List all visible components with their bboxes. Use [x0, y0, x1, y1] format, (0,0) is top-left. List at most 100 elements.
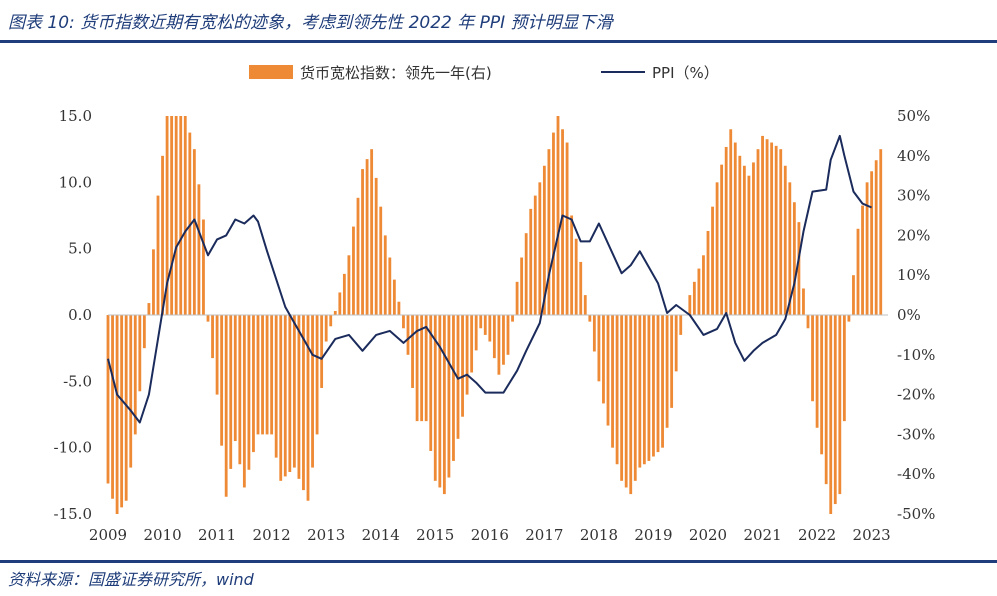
- bar: [397, 301, 401, 315]
- left-axis-ticks: 15.0 10.0 5.0 0.0 -5.0 -10.0 -15.0: [54, 107, 92, 523]
- x-tick-label: 2015: [416, 526, 454, 544]
- bar: [838, 315, 842, 495]
- bar: [133, 315, 137, 435]
- bar: [115, 315, 119, 514]
- bar: [347, 255, 351, 315]
- right-tick-label: -40%: [897, 465, 935, 483]
- bar: [156, 195, 160, 315]
- bar: [165, 116, 169, 315]
- right-axis-ticks: 50% 40% 30% 20% 10% 0% -10% -20% -30% -40% -50%: [897, 107, 935, 523]
- bar: [392, 279, 396, 315]
- legend-label-bar: 货币宽松指数：领先一年(右): [300, 64, 492, 82]
- bar: [324, 315, 328, 342]
- ppi-line: [107, 134, 872, 424]
- right-tick-label: -10%: [897, 346, 935, 364]
- bar: [570, 215, 574, 315]
- bar: [192, 149, 196, 315]
- bar: [542, 165, 546, 315]
- bar: [656, 315, 660, 453]
- bar: [238, 315, 242, 465]
- right-tick-label: 40%: [897, 147, 930, 165]
- bar: [652, 315, 655, 457]
- bar: [679, 315, 683, 335]
- bar: [215, 315, 219, 395]
- bar: [338, 292, 342, 315]
- bar: [333, 311, 337, 315]
- bar: [702, 255, 705, 315]
- bar: [488, 315, 492, 342]
- bar: [715, 182, 719, 315]
- bar: [729, 129, 733, 315]
- bar: [329, 315, 333, 327]
- left-tick-label: 5.0: [68, 240, 92, 258]
- bar: [561, 129, 564, 315]
- bar: [220, 315, 224, 446]
- bar: [670, 315, 674, 408]
- line-series: [107, 134, 872, 424]
- bar: [865, 182, 869, 315]
- x-tick-label: 2013: [307, 526, 345, 544]
- left-tick-label: -5.0: [63, 372, 92, 390]
- bar: [420, 315, 424, 422]
- bar: [283, 315, 287, 477]
- bar: [302, 315, 305, 491]
- bar: [406, 315, 410, 355]
- bar: [274, 315, 278, 458]
- bar: [783, 165, 787, 315]
- bar: [752, 162, 755, 315]
- bar: [720, 164, 724, 315]
- bar: [824, 315, 828, 485]
- bar: [447, 315, 451, 478]
- bar: [797, 222, 801, 315]
- x-tick-label: 2019: [634, 526, 672, 544]
- bar: [120, 315, 124, 508]
- bar: [138, 315, 142, 392]
- bar: [565, 142, 569, 315]
- bar: [574, 238, 578, 315]
- bar: [265, 315, 269, 435]
- bar: [306, 315, 310, 501]
- bar: [524, 233, 528, 315]
- bar: [188, 132, 192, 315]
- bar: [552, 132, 555, 315]
- x-tick-label: 2014: [362, 526, 400, 544]
- bar: [638, 315, 642, 468]
- bar: [379, 206, 383, 315]
- bar: [647, 315, 651, 461]
- bar: [361, 169, 364, 315]
- bar: [620, 315, 624, 481]
- legend-swatch-bar: [249, 65, 293, 79]
- bar: [342, 273, 346, 315]
- bar: [674, 315, 678, 372]
- bar: [261, 315, 264, 435]
- chart-title: 图表 10: 货币指数近期有宽松的迹象，考虑到领先性 2022 年 PPI 预计…: [8, 13, 613, 33]
- bar: [370, 149, 374, 315]
- bar: [179, 116, 183, 315]
- left-tick-label: 15.0: [59, 107, 92, 125]
- left-tick-label: 0.0: [68, 306, 92, 324]
- title-rule: [0, 40, 997, 43]
- bar: [270, 315, 274, 435]
- left-tick-label: -15.0: [54, 505, 92, 523]
- right-tick-label: -20%: [897, 386, 935, 404]
- x-axis-ticks: 2009 2010 2011 2012 2013 2014 2015 2016 2017 2018…: [89, 526, 891, 544]
- right-tick-label: -50%: [897, 505, 935, 523]
- bar: [461, 315, 464, 417]
- bar: [438, 315, 442, 488]
- bar: [383, 235, 387, 315]
- bar: [320, 315, 324, 388]
- bar: [547, 149, 551, 315]
- right-tick-label: 0%: [897, 306, 921, 324]
- bar: [861, 205, 864, 315]
- legend: 货币宽松指数：领先一年(右) PPI（%）: [249, 64, 719, 82]
- bar: [479, 315, 483, 329]
- bar: [747, 175, 751, 315]
- bar: [856, 228, 860, 315]
- bar: [520, 257, 524, 315]
- bar: [424, 315, 428, 422]
- bar: [533, 195, 537, 315]
- bar: [292, 315, 296, 468]
- bar: [706, 230, 710, 315]
- bar: [606, 315, 610, 426]
